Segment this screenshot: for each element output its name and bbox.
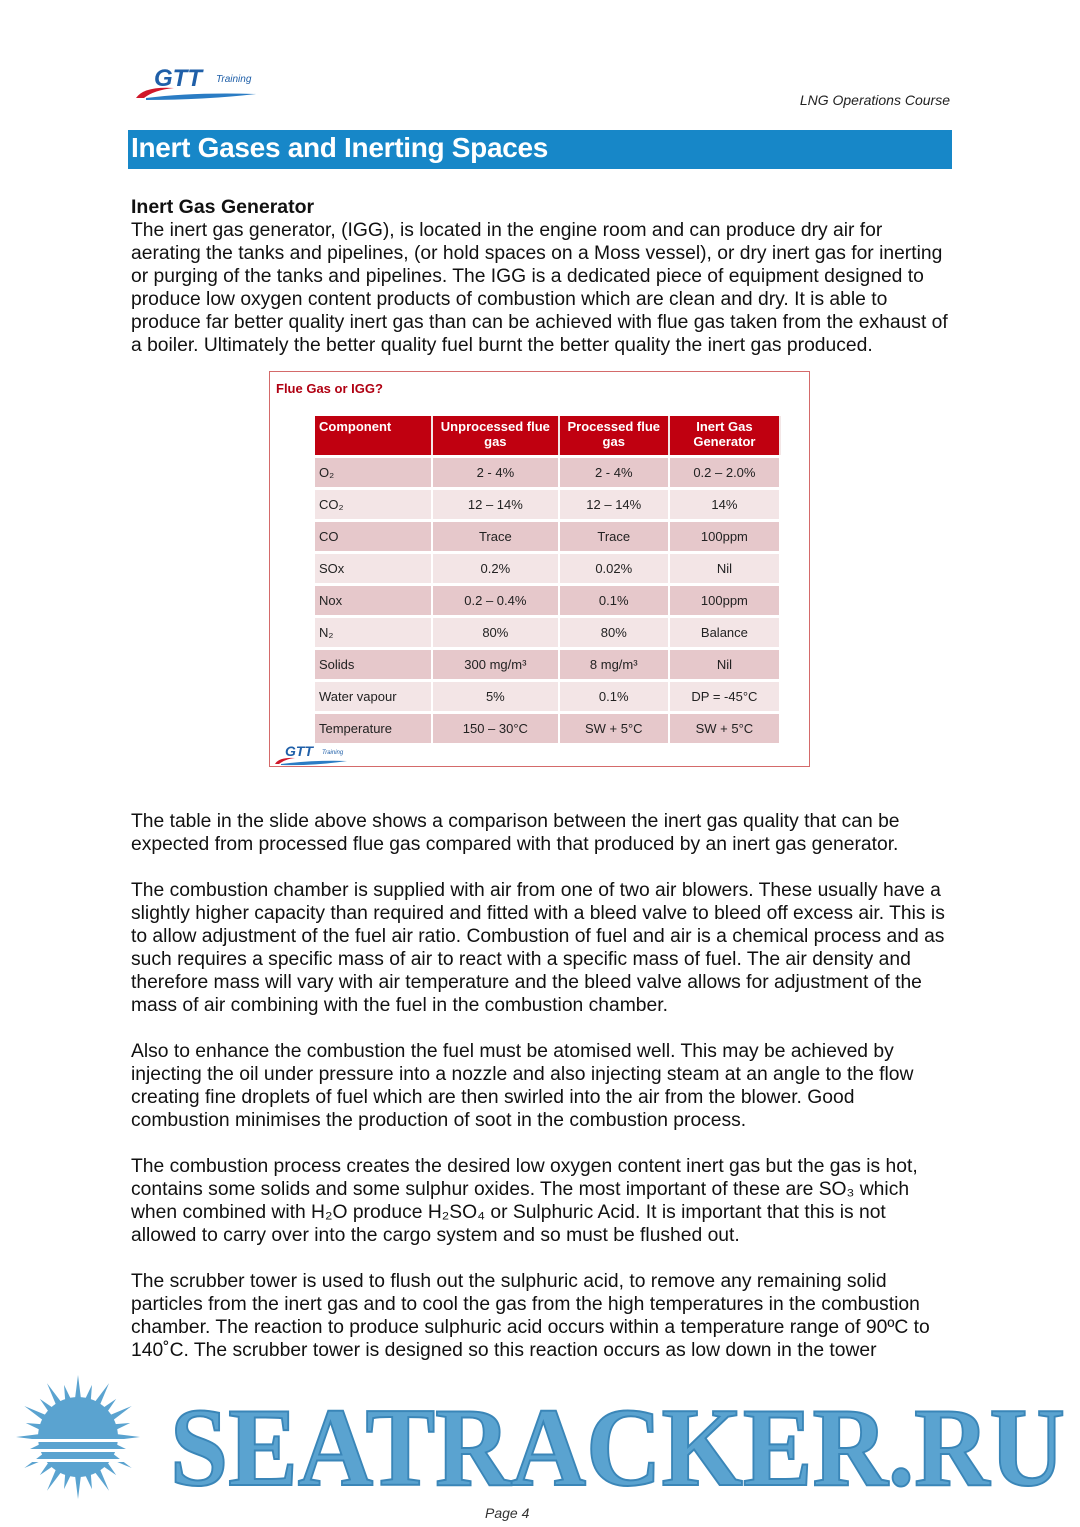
- body-paragraph: Also to enhance the combustion the fuel …: [131, 1041, 914, 1131]
- table-row: O₂ 2 - 4% 2 - 4% 0.2 – 2.0%: [315, 455, 782, 489]
- section-heading: Inert Gas Generator: [131, 196, 315, 218]
- sun-ray: [113, 1423, 131, 1431]
- table-cell: 100ppm: [668, 519, 782, 553]
- sun-ray: [47, 1383, 62, 1406]
- table-cell: 0.2%: [432, 551, 560, 585]
- table-cell: 80%: [432, 615, 560, 649]
- table-cell: N₂: [315, 615, 433, 649]
- table-row: Solids 300 mg/m³ 8 mg/m³ Nil: [315, 647, 782, 681]
- sun-ray: [64, 1472, 72, 1490]
- table-cell: Nil: [668, 551, 782, 585]
- sun-ray: [64, 1384, 72, 1402]
- svg-text:GTT: GTT: [154, 65, 204, 92]
- table-cell: 0.02%: [558, 551, 670, 585]
- table-row: Water vapour 5% 0.1% DP = -45°C: [315, 679, 782, 713]
- sun-ray: [25, 1423, 43, 1431]
- table-cell: Trace: [558, 519, 670, 553]
- table-cell: 8 mg/m³: [558, 647, 670, 681]
- table-cell: 2 - 4%: [432, 455, 560, 489]
- table-cell: 0.1%: [558, 583, 670, 617]
- slide-figure: Flue Gas or IGG? Component Unprocessed fl…: [269, 371, 810, 767]
- table-cell: CO₂: [315, 487, 433, 521]
- table-cell: 2 - 4%: [558, 455, 670, 489]
- column-header: Processed flue gas: [558, 416, 670, 457]
- table-cell: Balance: [668, 615, 782, 649]
- body-paragraphs: The table in the slide above shows a com…: [131, 810, 955, 1362]
- table-cell: Water vapour: [315, 679, 433, 713]
- sun-ray: [16, 1433, 41, 1441]
- slide-gtt-logo: GTT Training: [275, 743, 347, 766]
- sun-ray: [74, 1474, 82, 1499]
- slide-title: Flue Gas or IGG?: [276, 381, 383, 396]
- table-cell: 80%: [558, 615, 670, 649]
- column-header: Component: [315, 416, 433, 457]
- table-row: Temperature 150 – 30°C SW + 5°C SW + 5°C: [315, 711, 782, 743]
- sun-ray: [102, 1398, 117, 1413]
- body-paragraph: The combustion process creates the desir…: [131, 1156, 918, 1246]
- course-name: LNG Operations Course: [799, 92, 950, 108]
- page-number: Page 4: [485, 1505, 530, 1521]
- table-cell: Nox: [315, 583, 433, 617]
- sun-ray: [94, 1383, 109, 1406]
- svg-text:Training: Training: [216, 74, 252, 85]
- gtt-training-logo: GTT Training: [136, 65, 256, 100]
- table-cell: SW + 5°C: [558, 711, 670, 743]
- table-cell: 12 – 14%: [558, 487, 670, 521]
- table-cell: 300 mg/m³: [432, 647, 560, 681]
- table-header-row: Component Unprocessed flue gas Processed f…: [315, 416, 782, 457]
- body-paragraph: The table in the slide above shows a com…: [131, 811, 900, 855]
- document-body: Inert Gas Generator The inert gas genera…: [131, 195, 955, 1362]
- sun-ray: [84, 1472, 92, 1490]
- sun-ray: [84, 1384, 92, 1402]
- table-cell: 150 – 30°C: [432, 711, 560, 743]
- sun-ray: [102, 1461, 117, 1476]
- seatracker-watermark: SEATRACKER.RU: [16, 1375, 1066, 1500]
- body-paragraph: The combustion chamber is supplied with …: [131, 880, 945, 1016]
- comparison-table: Component Unprocessed flue gas Processed f…: [315, 416, 782, 743]
- table-row: N₂ 80% 80% Balance: [315, 615, 782, 649]
- table-row: SOx 0.2% 0.02% Nil: [315, 551, 782, 585]
- table-cell: 0.1%: [558, 679, 670, 713]
- page-title: Inert Gases and Inerting Spaces: [131, 132, 549, 163]
- sun-ray: [39, 1398, 54, 1413]
- table-row: CO Trace Trace 100ppm: [315, 519, 782, 553]
- table-cell: Trace: [432, 519, 560, 553]
- table-cell: Temperature: [315, 711, 433, 743]
- intro-paragraph: The inert gas generator, (IGG), is locat…: [131, 220, 948, 356]
- table-cell: 5%: [432, 679, 560, 713]
- sun-ray: [39, 1461, 54, 1476]
- table-cell: Solids: [315, 647, 433, 681]
- table-row: CO₂ 12 – 14% 12 – 14% 14%: [315, 487, 782, 521]
- column-header: Unprocessed flue gas: [432, 416, 560, 457]
- table-cell: DP = -45°C: [668, 679, 782, 713]
- table-row: Nox 0.2 – 0.4% 0.1% 100ppm: [315, 583, 782, 617]
- svg-text:Training: Training: [322, 750, 344, 756]
- table-cell: O₂: [315, 455, 433, 489]
- sun-ray: [24, 1406, 47, 1421]
- sun-ray: [109, 1406, 132, 1421]
- table-cell: Nil: [668, 647, 782, 681]
- sun-icon: [16, 1375, 140, 1499]
- table-cell: 0.2 – 0.4%: [432, 583, 560, 617]
- sun-ray: [115, 1433, 140, 1441]
- table-cell: SW + 5°C: [668, 711, 782, 743]
- watermark-text: SEATRACKER.RU: [170, 1386, 1065, 1500]
- sun-ray: [74, 1375, 82, 1400]
- title-banner: Inert Gases and Inerting Spaces: [128, 130, 952, 169]
- table-cell: 14%: [668, 487, 782, 521]
- sun-ray: [94, 1468, 109, 1491]
- table-cell: 100ppm: [668, 583, 782, 617]
- table-cell: 12 – 14%: [432, 487, 560, 521]
- table-cell: SOx: [315, 551, 433, 585]
- table-cell: CO: [315, 519, 433, 553]
- body-paragraph: The scrubber tower is used to flush out …: [131, 1271, 930, 1361]
- column-header: Inert Gas Generator: [668, 416, 782, 457]
- table-cell: 0.2 – 2.0%: [668, 455, 782, 489]
- svg-text:GTT: GTT: [285, 743, 314, 759]
- sun-ray: [47, 1468, 62, 1491]
